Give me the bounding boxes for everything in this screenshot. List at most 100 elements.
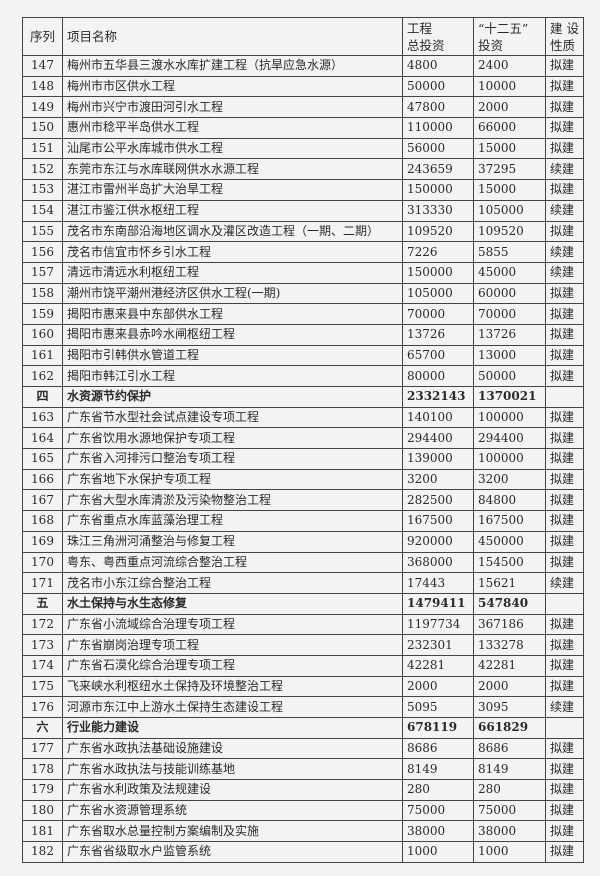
name-cell: 湛江市鉴江供水枢纽工程 bbox=[62, 199, 403, 222]
total-investment-cell: 8686 bbox=[402, 737, 474, 760]
nature-cell: 拟建 bbox=[545, 365, 584, 387]
name-cell: 茂名市信宜市怀乡引水工程 bbox=[62, 241, 403, 263]
nature-cell: 续建 bbox=[545, 199, 584, 222]
plan-investment-cell: 100000 bbox=[473, 448, 546, 470]
seq-cell: 181 bbox=[22, 820, 63, 843]
table-row: 173 广东省崩岗治理专项工程 232301 133278 拟建 bbox=[22, 634, 584, 656]
total-investment-cell: 1197734 bbox=[402, 613, 474, 636]
name-cell: 梅州市兴宁市渡田河引水工程 bbox=[62, 96, 403, 119]
seq-cell: 164 bbox=[22, 427, 63, 450]
nature-cell: 拟建 bbox=[545, 303, 584, 325]
name-cell: 潮州市饶平潮州港经济区供水工程(一期) bbox=[62, 282, 403, 305]
header-plan-line2: 投资 bbox=[478, 37, 504, 53]
total-investment-cell: 140100 bbox=[402, 406, 474, 429]
header-total-line1: 工程 bbox=[407, 20, 433, 36]
nature-cell: 拟建 bbox=[545, 820, 584, 843]
name-cell: 揭阳市惠来县赤吟水闸枢纽工程 bbox=[62, 323, 403, 346]
name-cell: 广东省石漠化综合治理专项工程 bbox=[62, 654, 403, 677]
plan-investment-cell: 15621 bbox=[473, 572, 546, 594]
nature-cell: 拟建 bbox=[545, 220, 584, 243]
total-investment-cell: 7226 bbox=[402, 241, 474, 263]
seq-cell: 174 bbox=[22, 654, 63, 677]
seq-cell: 169 bbox=[22, 530, 63, 553]
name-cell: 揭阳市韩江引水工程 bbox=[62, 365, 403, 387]
nature-cell bbox=[545, 592, 584, 615]
nature-cell: 拟建 bbox=[545, 654, 584, 677]
total-investment-cell: 56000 bbox=[402, 137, 474, 160]
table-row: 176 河源市东江中上游水土保持生态建设工程 5095 3095 续建 bbox=[22, 696, 584, 718]
nature-cell: 拟建 bbox=[545, 75, 584, 98]
seq-cell: 176 bbox=[22, 696, 63, 718]
table-row: 163 广东省节水型社会试点建设专项工程 140100 100000 拟建 bbox=[22, 406, 584, 429]
table-row: 155 茂名市东南部沿海地区调水及灌区改造工程（一期、二期） 109520 10952… bbox=[22, 220, 584, 243]
name-cell: 珠江三角洲河涌整治与修复工程 bbox=[62, 530, 403, 553]
table-row: 166 广东省地下水保护专项工程 3200 3200 拟建 bbox=[22, 468, 584, 491]
name-cell: 广东省入河排污口整治专项工程 bbox=[62, 448, 403, 470]
seq-cell: 160 bbox=[22, 323, 63, 346]
total-investment-cell: 150000 bbox=[402, 261, 474, 284]
seq-cell: 148 bbox=[22, 75, 63, 98]
table-row: 154 湛江市鉴江供水枢纽工程 313330 105000 续建 bbox=[22, 199, 584, 222]
plan-investment-cell: 133278 bbox=[473, 634, 546, 656]
total-investment-cell: 8149 bbox=[402, 758, 474, 781]
name-cell: 湛江市雷州半岛扩大治旱工程 bbox=[62, 179, 403, 201]
plan-investment-cell: 37295 bbox=[473, 158, 546, 181]
plan-investment-cell: 154500 bbox=[473, 551, 546, 574]
plan-investment-cell: 2000 bbox=[473, 675, 546, 698]
table-row: 165 广东省入河排污口整治专项工程 139000 100000 拟建 bbox=[22, 448, 584, 470]
table-row: 175 飞来峡水利枢纽水土保持及环境整治工程 2000 2000 拟建 bbox=[22, 675, 584, 698]
header-seq: 序列 bbox=[22, 17, 63, 56]
seq-cell: 154 bbox=[22, 199, 63, 222]
total-investment-cell: 80000 bbox=[402, 365, 474, 387]
name-cell: 揭阳市引韩供水管道工程 bbox=[62, 344, 403, 367]
total-investment-cell: 678119 bbox=[402, 717, 474, 739]
total-investment-cell: 110000 bbox=[402, 117, 474, 139]
plan-investment-cell: 84800 bbox=[473, 489, 546, 512]
table-header: 序列 项目名称 工程 总投资 “十二五” 投资 建 设性质 bbox=[22, 17, 584, 56]
plan-investment-cell: 2400 bbox=[473, 55, 546, 77]
total-investment-cell: 3200 bbox=[402, 468, 474, 491]
table-row: 179 广东省水利政策及法规建设 280 280 拟建 bbox=[22, 779, 584, 801]
header-total-investment: 工程 总投资 bbox=[402, 17, 474, 56]
seq-cell: 171 bbox=[22, 572, 63, 594]
plan-investment-cell: 280 bbox=[473, 779, 546, 801]
name-cell: 广东省水资源管理系统 bbox=[62, 799, 403, 822]
total-investment-cell: 920000 bbox=[402, 530, 474, 553]
seq-cell: 153 bbox=[22, 179, 63, 201]
table-row: 180 广东省水资源管理系统 75000 75000 拟建 bbox=[22, 799, 584, 822]
plan-investment-cell: 38000 bbox=[473, 820, 546, 843]
table-row: 164 广东省饮用水源地保护专项工程 294400 294400 拟建 bbox=[22, 427, 584, 450]
nature-cell: 拟建 bbox=[545, 468, 584, 491]
nature-cell: 续建 bbox=[545, 261, 584, 284]
nature-cell: 拟建 bbox=[545, 96, 584, 119]
total-investment-cell: 167500 bbox=[402, 510, 474, 532]
name-cell: 广东省饮用水源地保护专项工程 bbox=[62, 427, 403, 450]
table-row: 160 揭阳市惠来县赤吟水闸枢纽工程 13726 13726 拟建 bbox=[22, 323, 584, 346]
seq-cell: 182 bbox=[22, 841, 63, 863]
header-plan-line1: “十二五” bbox=[478, 20, 529, 36]
header-name: 项目名称 bbox=[62, 17, 403, 56]
total-investment-cell: 150000 bbox=[402, 179, 474, 201]
table-row: 168 广东省重点水库蓝藻治理工程 167500 167500 拟建 bbox=[22, 510, 584, 532]
nature-cell: 拟建 bbox=[545, 779, 584, 801]
table-row: 177 广东省水政执法基础设施建设 8686 8686 拟建 bbox=[22, 737, 584, 760]
table-row: 162 揭阳市韩江引水工程 80000 50000 拟建 bbox=[22, 365, 584, 387]
name-cell: 梅州市市区供水工程 bbox=[62, 75, 403, 98]
plan-investment-cell: 1370021 bbox=[473, 386, 546, 408]
nature-cell bbox=[545, 386, 584, 408]
nature-cell: 拟建 bbox=[545, 137, 584, 160]
nature-cell: 拟建 bbox=[545, 675, 584, 698]
nature-cell: 拟建 bbox=[545, 406, 584, 429]
table-row: 150 惠州市稔平半岛供水工程 110000 66000 拟建 bbox=[22, 117, 584, 139]
seq-cell: 150 bbox=[22, 117, 63, 139]
table-row: 151 汕尾市公平水库城市供水工程 56000 15000 拟建 bbox=[22, 137, 584, 160]
plan-investment-cell: 75000 bbox=[473, 799, 546, 822]
total-investment-cell: 4800 bbox=[402, 55, 474, 77]
plan-investment-cell: 13726 bbox=[473, 323, 546, 346]
table-row: 181 广东省取水总量控制方案编制及实施 38000 38000 拟建 bbox=[22, 820, 584, 843]
table-row: 174 广东省石漠化综合治理专项工程 42281 42281 拟建 bbox=[22, 654, 584, 677]
total-investment-cell: 2000 bbox=[402, 675, 474, 698]
table-row: 158 潮州市饶平潮州港经济区供水工程(一期) 105000 60000 拟建 bbox=[22, 282, 584, 305]
seq-cell: 170 bbox=[22, 551, 63, 574]
total-investment-cell: 1479411 bbox=[402, 592, 474, 615]
